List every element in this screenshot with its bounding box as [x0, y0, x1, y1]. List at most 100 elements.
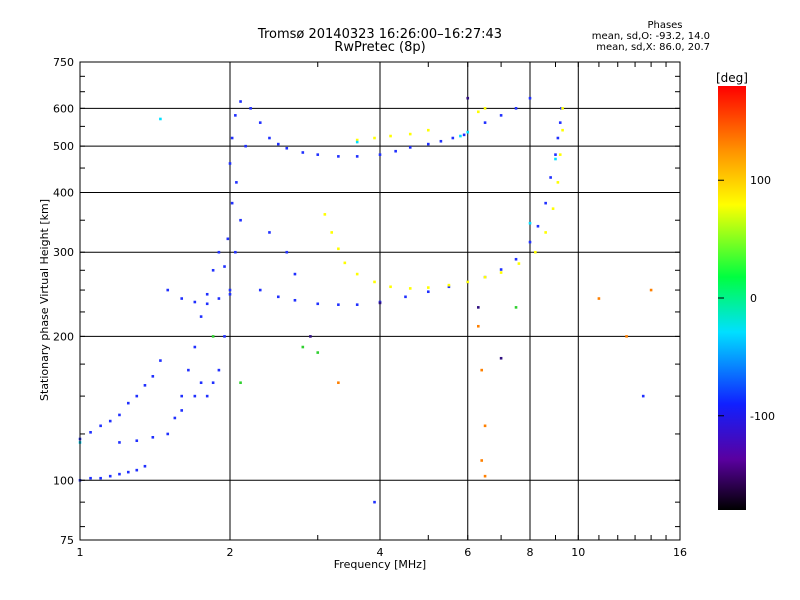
data-point-1-0 — [323, 213, 327, 216]
data-point-0-51 — [166, 288, 170, 292]
data-point-1-18 — [558, 153, 562, 156]
data-point-1-21 — [355, 138, 359, 142]
data-point-0-26 — [199, 315, 203, 318]
axis-ticks: 1 2 4 6 8 10 16 75 100 200 300 400 500 600 750 — [53, 56, 687, 559]
data-point-0-25 — [193, 345, 197, 349]
data-point-4-1 — [316, 351, 320, 354]
phases-legend: Phases mean, sd,O: -93.2, 14.0 mean, sd,… — [560, 20, 710, 53]
data-point-0-58 — [276, 142, 280, 146]
data-point-0-21 — [166, 432, 170, 436]
data-point-5-2 — [309, 335, 312, 338]
data-point-5-1 — [499, 356, 503, 360]
phases-x-stats: mean, sd,X: 86.0, 20.7 — [596, 42, 710, 53]
data-point-1-23 — [389, 134, 392, 138]
data-point-0-32 — [199, 381, 203, 385]
data-point-0-22 — [173, 416, 177, 420]
colorbar-tick-label-0: 100 — [750, 174, 771, 187]
data-point-0-68 — [439, 139, 443, 143]
data-point-1-8 — [426, 286, 430, 289]
data-point-0-2 — [99, 476, 102, 480]
x-tick-label-5: 10 — [571, 546, 585, 559]
data-point-0-30 — [180, 409, 184, 412]
data-point-1-20 — [561, 107, 564, 110]
data-point-1-24 — [408, 132, 412, 136]
data-point-0-7 — [143, 464, 147, 468]
data-point-0-86 — [536, 224, 540, 228]
data-point-0-75 — [337, 303, 340, 306]
data-point-1-16 — [551, 207, 555, 210]
data-point-0-33 — [205, 394, 209, 398]
data-point-4-4 — [514, 306, 518, 309]
data-point-0-56 — [228, 292, 232, 296]
data-point-1-25 — [426, 128, 430, 132]
data-point-0-10 — [99, 424, 102, 428]
data-point-0-64 — [378, 153, 382, 156]
data-point-1-10 — [466, 280, 470, 284]
data-point-0-27 — [205, 292, 209, 296]
data-point-0-73 — [293, 298, 297, 302]
data-points — [78, 96, 653, 504]
data-point-0-46 — [234, 114, 237, 117]
phases-heading: Phases — [647, 20, 683, 31]
data-point-0-97 — [293, 272, 297, 276]
data-point-5-3 — [477, 306, 480, 309]
data-point-2-0 — [480, 368, 484, 372]
data-point-0-90 — [556, 136, 560, 140]
data-point-0-15 — [143, 384, 147, 387]
data-point-0-83 — [499, 268, 503, 271]
data-point-1-19 — [561, 128, 564, 132]
data-point-0-84 — [514, 257, 518, 261]
data-point-0-40 — [223, 265, 226, 268]
data-point-0-42 — [230, 201, 234, 205]
data-point-0-85 — [528, 240, 532, 244]
data-point-0-17 — [159, 359, 162, 362]
data-point-0-19 — [135, 439, 139, 443]
data-point-1-13 — [517, 262, 521, 265]
data-point-3-0 — [459, 134, 462, 138]
y-tick-label-1: 100 — [53, 474, 74, 487]
data-point-0-4 — [118, 472, 121, 476]
data-point-0-11 — [108, 419, 112, 423]
data-point-0-63 — [355, 155, 359, 158]
data-point-1-17 — [556, 181, 560, 184]
data-point-0-29 — [217, 250, 221, 254]
data-point-0-95 — [514, 107, 518, 110]
data-point-0-50 — [244, 144, 247, 148]
data-point-0-71 — [258, 288, 262, 292]
data-point-0-44 — [228, 162, 232, 165]
data-point-0-59 — [285, 146, 289, 150]
data-point-1-12 — [499, 271, 503, 274]
colorbar-label: [deg] — [716, 71, 748, 85]
data-point-0-18 — [118, 441, 121, 444]
grid-lines — [80, 62, 680, 540]
data-point-0-16 — [151, 375, 155, 378]
data-point-0-37 — [228, 288, 232, 292]
data-point-0-69 — [451, 136, 455, 140]
data-point-3-2 — [528, 221, 532, 225]
y-tick-label-2: 200 — [53, 330, 74, 343]
phases-o-stats: mean, sd,O: -93.2, 14.0 — [591, 31, 710, 42]
data-point-3-5 — [554, 157, 557, 161]
data-point-1-6 — [389, 285, 392, 289]
data-point-0-28 — [211, 268, 215, 272]
x-axis-label: Frequency [MHz] — [334, 558, 426, 571]
data-point-4-0 — [301, 345, 305, 349]
data-point-1-26 — [477, 110, 480, 114]
data-point-0-23 — [180, 394, 184, 398]
data-point-0-47 — [239, 100, 242, 103]
data-point-0-14 — [135, 394, 139, 398]
data-point-0-99 — [268, 231, 271, 234]
data-point-5-4 — [466, 96, 470, 100]
y-tick-label-4: 400 — [53, 186, 74, 199]
data-point-0-34 — [211, 381, 215, 385]
data-point-0-70 — [462, 133, 466, 137]
data-point-0-57 — [268, 136, 271, 140]
data-point-0-36 — [223, 335, 226, 338]
data-point-0-24 — [187, 368, 190, 372]
data-point-0-55 — [217, 297, 221, 300]
data-point-2-3 — [483, 474, 487, 478]
data-point-0-45 — [230, 136, 234, 140]
data-point-0-48 — [249, 107, 252, 110]
data-point-0-3 — [108, 474, 112, 478]
